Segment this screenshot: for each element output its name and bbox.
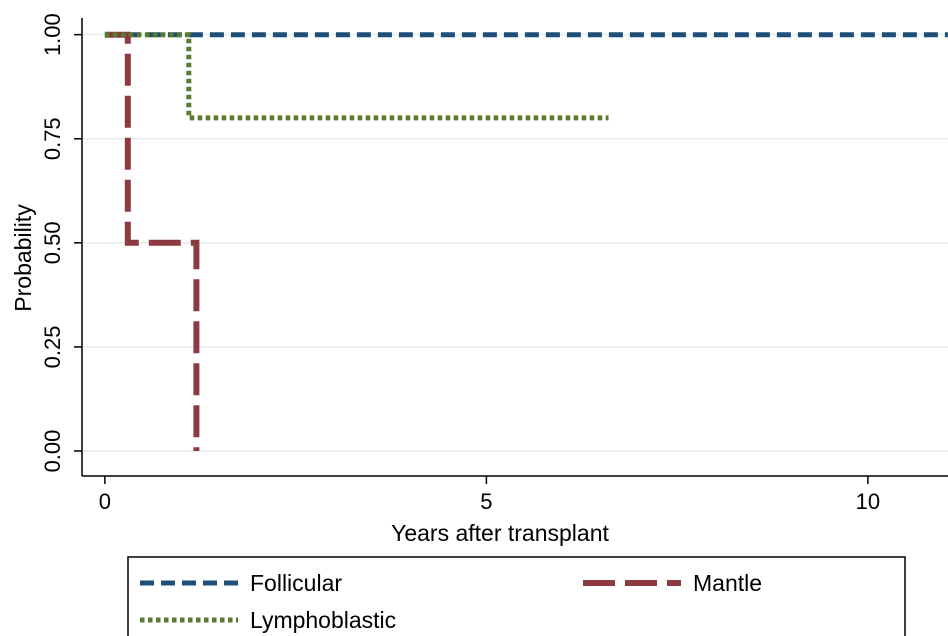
y-tick-label: 0.75	[40, 117, 65, 160]
x-ticks: 0 5 10	[99, 476, 880, 514]
axes	[81, 18, 948, 477]
y-ticks: 0.00 0.25 0.50 0.75 1.00	[40, 13, 82, 472]
legend-label-follicular: Follicular	[250, 570, 342, 596]
gridlines	[82, 33, 948, 452]
x-tick-label: 10	[856, 489, 880, 514]
y-tick-label: 0.50	[40, 221, 65, 264]
series-line-mantle	[104, 31, 200, 451]
x-tick-label: 0	[99, 489, 111, 514]
y-tick-label: 0.00	[40, 430, 65, 473]
y-axis-title: Probability	[10, 204, 36, 312]
series-line-lymphoblastic	[104, 32, 609, 121]
x-tick-label: 5	[480, 489, 492, 514]
y-tick-label: 0.25	[40, 326, 65, 369]
y-tick-label: 1.00	[40, 13, 65, 56]
legend-label-lymphoblastic: Lymphoblastic	[250, 607, 396, 633]
legend: Follicular Mantle Lymphoblastic	[127, 556, 906, 636]
x-axis-title: Years after transplant	[391, 520, 609, 546]
legend-label-mantle: Mantle	[693, 570, 762, 596]
series-lines	[104, 31, 948, 451]
legend-box	[127, 556, 906, 636]
